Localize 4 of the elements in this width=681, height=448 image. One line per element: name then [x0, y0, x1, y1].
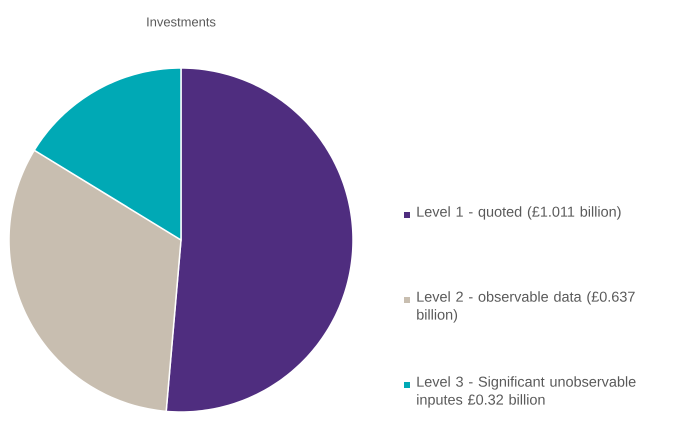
legend-label: Level 1 - quoted (£1.011 billion) — [417, 206, 621, 220]
legend-label: Level 3 - Significant unobservable inputes £0.32 billion — [417, 376, 636, 408]
legend-label: Level 2 - observable data (£0.637 billion) — [417, 291, 635, 323]
chart-title: Investments — [147, 17, 216, 27]
